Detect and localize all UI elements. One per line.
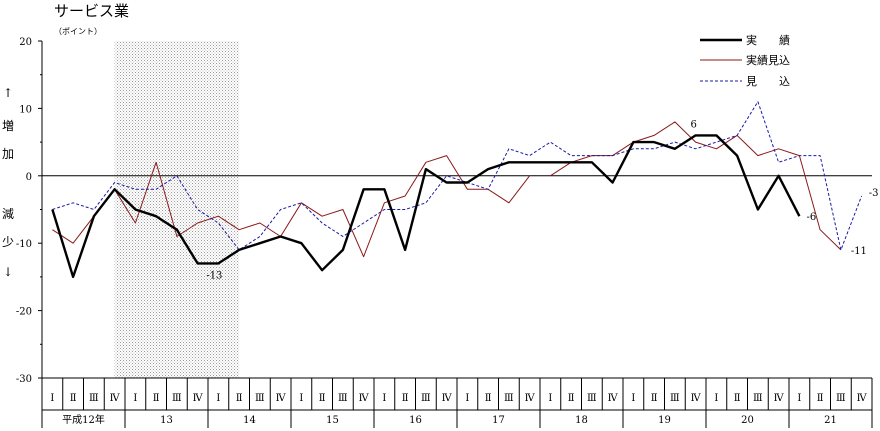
quarter-label: Ⅳ: [774, 393, 785, 404]
quarter-label: Ⅲ: [587, 393, 597, 404]
quarter-label: Ⅳ: [442, 393, 453, 404]
quarter-label: Ⅱ: [153, 393, 160, 404]
quarter-label: Ⅲ: [753, 393, 763, 404]
quarter-label: Ⅰ: [465, 393, 469, 404]
year-label: 平成12年: [62, 413, 105, 426]
series-line: [51, 134, 801, 279]
y-axis-label-char: ↑: [3, 86, 13, 100]
quarter-label: Ⅱ: [236, 393, 243, 404]
quarter-label: Ⅳ: [110, 393, 121, 404]
quarter-label: Ⅰ: [133, 393, 137, 404]
series-lines: [51, 101, 863, 279]
chart-title: サービス業: [54, 2, 129, 20]
quarter-label: Ⅲ: [255, 393, 265, 404]
quarter-label: Ⅳ: [857, 393, 868, 404]
y-axis-label-char: 少: [2, 235, 14, 249]
quarter-label: Ⅲ: [338, 393, 348, 404]
quarter-label: Ⅱ: [734, 393, 741, 404]
quarter-label: Ⅳ: [359, 393, 370, 404]
quarter-label: Ⅳ: [276, 393, 287, 404]
quarter-label: Ⅲ: [504, 393, 514, 404]
data-label: -3: [869, 188, 879, 199]
year-label: 21: [824, 415, 837, 426]
quarter-label: Ⅳ: [608, 393, 619, 404]
year-label: 14: [243, 415, 256, 426]
quarter-label: Ⅱ: [402, 393, 409, 404]
y-tick-label: 0: [26, 172, 32, 183]
quarter-label: Ⅱ: [568, 393, 575, 404]
y-tick-label: -10: [16, 239, 32, 250]
quarter-label: Ⅰ: [216, 393, 220, 404]
data-label: 6: [690, 119, 696, 130]
series-line: [52, 155, 530, 258]
quarter-label: Ⅲ: [421, 393, 431, 404]
quarter-label: Ⅰ: [797, 393, 801, 404]
y-axis-label-char: 加: [2, 147, 14, 161]
year-label: 16: [409, 415, 422, 426]
quarter-label: Ⅳ: [525, 393, 536, 404]
quarter-label: Ⅰ: [631, 393, 635, 404]
year-label: 17: [492, 415, 505, 426]
series-line: [550, 121, 842, 251]
legend-label: 実績見込: [746, 53, 790, 67]
quarter-label: Ⅳ: [193, 393, 204, 404]
quarter-label: Ⅱ: [817, 393, 824, 404]
year-label: 18: [575, 415, 588, 426]
quarter-label: Ⅲ: [836, 393, 846, 404]
year-label: 13: [160, 415, 173, 426]
quarter-label: Ⅲ: [89, 393, 99, 404]
y-tick-label: -30: [16, 374, 32, 385]
y-axis-label-char: ↓: [3, 265, 13, 279]
quarter-label: Ⅰ: [299, 393, 303, 404]
legend-label: 実 績: [746, 33, 790, 47]
year-label: 19: [658, 415, 671, 426]
y-axis-label-char: 増: [2, 119, 14, 133]
year-label: 20: [741, 415, 754, 426]
legend-label: 見 込: [746, 75, 790, 88]
data-label: -13: [206, 270, 222, 281]
quarter-label: Ⅰ: [714, 393, 718, 404]
y-tick-label: 20: [19, 37, 32, 48]
quarter-label: Ⅰ: [548, 393, 552, 404]
y-tick-label: 10: [19, 104, 32, 115]
quarter-label: Ⅰ: [50, 393, 54, 404]
quarter-label: Ⅳ: [691, 393, 702, 404]
shaded-period: [114, 41, 240, 378]
quarter-label: Ⅲ: [670, 393, 680, 404]
quarter-label: Ⅲ: [172, 393, 182, 404]
quarter-label: Ⅱ: [319, 393, 326, 404]
y-tick-label: -20: [16, 307, 32, 318]
quarter-label: Ⅱ: [70, 393, 77, 404]
recession-shade: [114, 41, 240, 378]
quarter-label: Ⅱ: [651, 393, 658, 404]
y-axis-label-char: 減: [2, 206, 14, 221]
data-label: -6: [807, 212, 817, 223]
quarter-label: Ⅱ: [485, 393, 492, 404]
year-label: 15: [326, 415, 339, 426]
data-labels: -13 6 -6 -11 -3: [206, 119, 878, 281]
unit-label: （ポイント）: [54, 27, 102, 36]
data-label: -11: [851, 246, 867, 257]
quarter-label: Ⅰ: [382, 393, 386, 404]
